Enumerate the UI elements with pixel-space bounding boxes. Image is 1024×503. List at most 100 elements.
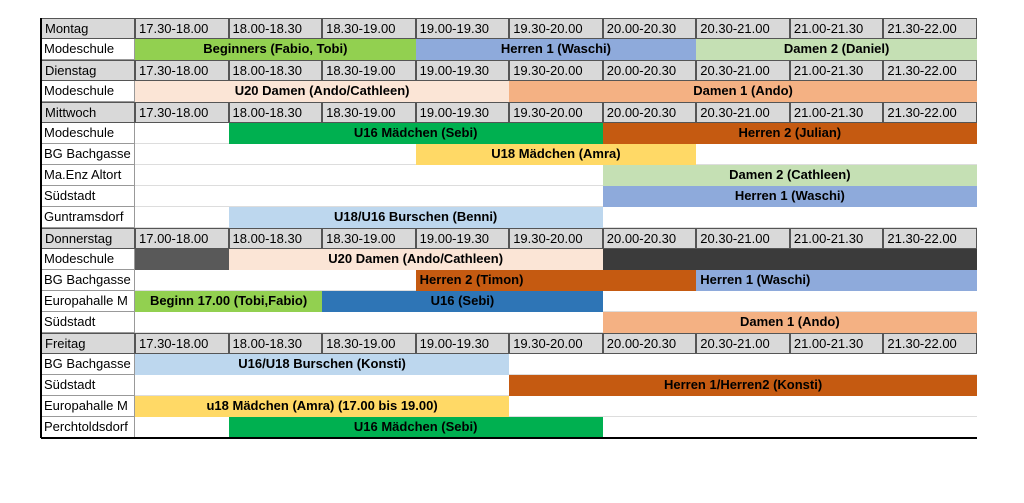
time-slot: 19.30-20.00 bbox=[509, 228, 603, 249]
empty-cell bbox=[135, 270, 416, 291]
venue-label: Südstadt bbox=[41, 312, 135, 333]
venue-label: Südstadt bbox=[41, 375, 135, 396]
time-slot: 21.00-21.30 bbox=[789, 60, 884, 81]
time-slot: 18.30-19.00 bbox=[322, 228, 416, 249]
venue-label: BG Bachgasse bbox=[41, 144, 135, 165]
time-slot: 20.30-21.00 bbox=[696, 228, 790, 249]
venue-label: Modeschule bbox=[41, 123, 135, 144]
time-slot: 18.00-18.30 bbox=[228, 333, 323, 354]
time-slot: 21.00-21.30 bbox=[789, 18, 884, 39]
venue-label: Europahalle M bbox=[41, 291, 135, 312]
training-block: U18 Mädchen (Amra) bbox=[415, 144, 697, 165]
time-slot: 21.00-21.30 bbox=[789, 333, 884, 354]
empty-cell bbox=[135, 123, 229, 144]
time-slot: 18.00-18.30 bbox=[228, 102, 323, 123]
time-slot: 21.30-22.00 bbox=[883, 228, 977, 249]
time-slot: 17.00-18.00 bbox=[135, 228, 229, 249]
venue-label: Guntramsdorf bbox=[41, 207, 135, 228]
time-slot: 17.30-18.00 bbox=[135, 102, 229, 123]
time-slot: 17.30-18.00 bbox=[135, 333, 229, 354]
empty-cell bbox=[135, 207, 229, 228]
venue-label: Europahalle M bbox=[41, 396, 135, 417]
time-slot: 21.30-22.00 bbox=[883, 18, 977, 39]
training-block: Herren 2 (Timon) bbox=[415, 270, 697, 291]
day-label: Donnerstag bbox=[41, 228, 135, 249]
time-slot: 21.30-22.00 bbox=[883, 60, 977, 81]
time-slot: 19.00-19.30 bbox=[415, 60, 510, 81]
time-slot: 21.00-21.30 bbox=[789, 102, 884, 123]
empty-cell bbox=[509, 396, 977, 417]
day-label: Montag bbox=[41, 18, 135, 39]
time-slot: 20.00-20.30 bbox=[602, 60, 697, 81]
day-label: Freitag bbox=[41, 333, 135, 354]
time-slot: 19.30-20.00 bbox=[509, 333, 603, 354]
time-slot: 19.00-19.30 bbox=[415, 102, 510, 123]
empty-cell bbox=[135, 417, 229, 438]
training-block: U18/U16 Burschen (Benni) bbox=[228, 207, 603, 228]
training-block: U16 (Sebi) bbox=[322, 291, 603, 312]
empty-cell bbox=[509, 354, 977, 375]
training-block: Damen 1 (Ando) bbox=[602, 312, 977, 333]
time-slot: 19.30-20.00 bbox=[509, 60, 603, 81]
training-block: U20 Damen (Ando/Cathleen) bbox=[228, 249, 603, 270]
time-slot: 18.30-19.00 bbox=[322, 60, 416, 81]
time-slot: 18.00-18.30 bbox=[228, 18, 323, 39]
time-slot: 18.00-18.30 bbox=[228, 228, 323, 249]
day-label: Dienstag bbox=[41, 60, 135, 81]
training-block: U16 Mädchen (Sebi) bbox=[228, 417, 603, 438]
training-block: Damen 1 (Ando) bbox=[509, 81, 977, 102]
time-slot: 17.30-18.00 bbox=[135, 60, 229, 81]
training-block: Damen 2 (Cathleen) bbox=[602, 165, 977, 186]
training-block: U16 Mädchen (Sebi) bbox=[228, 123, 603, 144]
time-slot: 19.30-20.00 bbox=[509, 18, 603, 39]
empty-cell bbox=[135, 312, 603, 333]
time-slot: 20.30-21.00 bbox=[696, 333, 790, 354]
time-slot: 20.00-20.30 bbox=[602, 102, 697, 123]
empty-cell bbox=[602, 291, 977, 312]
training-block: Herren 1 (Waschi) bbox=[602, 186, 977, 207]
time-slot: 19.00-19.30 bbox=[415, 228, 510, 249]
time-slot: 20.00-20.30 bbox=[602, 228, 697, 249]
time-slot: 18.30-19.00 bbox=[322, 333, 416, 354]
time-slot: 20.00-20.30 bbox=[602, 333, 697, 354]
empty-cell bbox=[602, 249, 977, 270]
time-slot: 21.30-22.00 bbox=[883, 102, 977, 123]
venue-label: Modeschule bbox=[41, 249, 135, 270]
empty-cell bbox=[135, 249, 229, 270]
training-block: u18 Mädchen (Amra) (17.00 bis 19.00) bbox=[135, 396, 510, 417]
time-slot: 19.00-19.30 bbox=[415, 333, 510, 354]
training-block: U16/U18 Burschen (Konsti) bbox=[135, 354, 510, 375]
empty-cell bbox=[135, 375, 510, 396]
training-block: Beginn 17.00 (Tobi,Fabio) bbox=[135, 291, 323, 312]
training-block: Herren 2 (Julian) bbox=[602, 123, 977, 144]
time-slot: 19.00-19.30 bbox=[415, 18, 510, 39]
time-slot: 18.30-19.00 bbox=[322, 18, 416, 39]
empty-cell bbox=[135, 186, 603, 207]
training-block: U20 Damen (Ando/Cathleen) bbox=[135, 81, 510, 102]
time-slot: 20.30-21.00 bbox=[696, 102, 790, 123]
time-slot: 20.30-21.00 bbox=[696, 18, 790, 39]
time-slot: 20.00-20.30 bbox=[602, 18, 697, 39]
day-label: Mittwoch bbox=[41, 102, 135, 123]
venue-label: Modeschule bbox=[41, 81, 135, 102]
time-slot: 21.30-22.00 bbox=[883, 333, 977, 354]
training-block: Herren 1/Herren2 (Konsti) bbox=[509, 375, 977, 396]
venue-label: Perchtoldsdorf bbox=[41, 417, 135, 438]
empty-cell bbox=[135, 144, 416, 165]
training-block: Beginners (Fabio, Tobi) bbox=[135, 39, 416, 60]
venue-label: Ma.Enz Altort bbox=[41, 165, 135, 186]
empty-cell bbox=[135, 165, 603, 186]
empty-cell bbox=[602, 207, 977, 228]
venue-label: BG Bachgasse bbox=[41, 270, 135, 291]
training-block: Herren 1 (Waschi) bbox=[415, 39, 697, 60]
time-slot: 18.00-18.30 bbox=[228, 60, 323, 81]
venue-label: Südstadt bbox=[41, 186, 135, 207]
bottom-border bbox=[41, 437, 977, 439]
left-border bbox=[40, 18, 42, 438]
venue-label: Modeschule bbox=[41, 39, 135, 60]
time-slot: 19.30-20.00 bbox=[509, 102, 603, 123]
venue-label: BG Bachgasse bbox=[41, 354, 135, 375]
time-slot: 18.30-19.00 bbox=[322, 102, 416, 123]
empty-cell bbox=[696, 144, 977, 165]
